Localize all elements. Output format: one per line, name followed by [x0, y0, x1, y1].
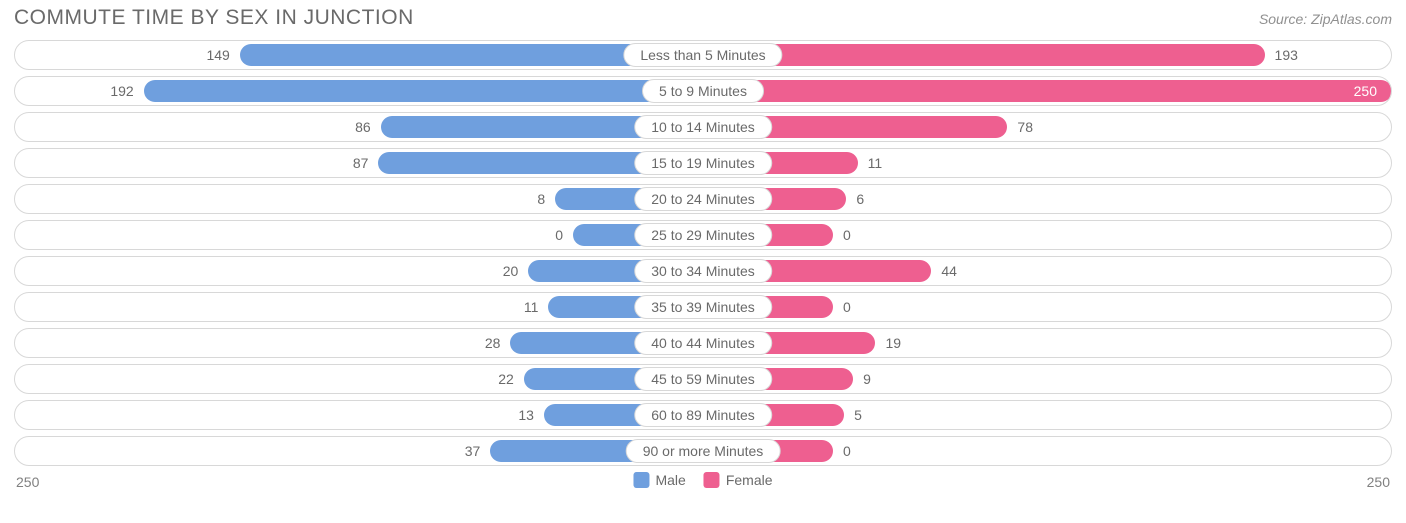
category-label: 45 to 59 Minutes: [634, 367, 772, 391]
chart-rows: 149193Less than 5 Minutes1922505 to 9 Mi…: [14, 40, 1392, 466]
category-label: 35 to 39 Minutes: [634, 295, 772, 319]
legend: Male Female: [633, 472, 772, 488]
chart-row: 37 0 90 or more Minutes: [14, 436, 1392, 466]
male-value: 86: [347, 113, 379, 141]
male-bar: [144, 80, 703, 102]
female-half: 193: [703, 41, 1391, 69]
male-half: 87: [15, 149, 703, 177]
axis-max-right: 250: [1367, 474, 1390, 490]
female-value: 250: [1346, 77, 1385, 105]
female-half: 0: [703, 437, 1391, 465]
male-half: 86: [15, 113, 703, 141]
chart-row: 11 0 35 to 39 Minutes: [14, 292, 1392, 322]
chart-row: 8 6 20 to 24 Minutes: [14, 184, 1392, 214]
female-half: 5: [703, 401, 1391, 429]
male-value: 11: [516, 293, 547, 321]
category-label: 15 to 19 Minutes: [634, 151, 772, 175]
legend-swatch: [704, 472, 720, 488]
chart-row: 86 78 10 to 14 Minutes: [14, 112, 1392, 142]
male-half: 8: [15, 185, 703, 213]
chart-row: 20 44 30 to 34 Minutes: [14, 256, 1392, 286]
legend-item: Male: [633, 472, 685, 488]
male-value: 8: [529, 185, 553, 213]
female-value: 0: [835, 293, 859, 321]
female-value: 5: [846, 401, 870, 429]
chart-row: 149 193 Less than 5 Minutes: [14, 40, 1392, 70]
female-value: 44: [933, 257, 965, 285]
chart-footer: 250 Male Female 250: [14, 472, 1392, 496]
female-half: 9: [703, 365, 1391, 393]
legend-label: Female: [726, 472, 773, 488]
legend-swatch: [633, 472, 649, 488]
category-label: 20 to 24 Minutes: [634, 187, 772, 211]
category-label: 30 to 34 Minutes: [634, 259, 772, 283]
female-value: 6: [848, 185, 872, 213]
chart-row: 87 11 15 to 19 Minutes: [14, 148, 1392, 178]
chart-row: 13 5 60 to 89 Minutes: [14, 400, 1392, 430]
female-value: 78: [1009, 113, 1041, 141]
male-value: 37: [457, 437, 489, 465]
chart-row: 22 9 45 to 59 Minutes: [14, 364, 1392, 394]
male-value: 28: [477, 329, 509, 357]
female-half: 0: [703, 221, 1391, 249]
male-half: 37: [15, 437, 703, 465]
category-label: 60 to 89 Minutes: [634, 403, 772, 427]
male-half: 13: [15, 401, 703, 429]
female-half: 0: [703, 293, 1391, 321]
category-label: 5 to 9 Minutes: [642, 79, 764, 103]
category-label: 40 to 44 Minutes: [634, 331, 772, 355]
male-half: 0: [15, 221, 703, 249]
female-value: 19: [877, 329, 909, 357]
male-half: 20: [15, 257, 703, 285]
chart-row: 192 250 5 to 9 Minutes: [14, 76, 1392, 106]
legend-label: Male: [655, 472, 685, 488]
male-value: 0: [547, 221, 571, 249]
male-value: 87: [345, 149, 377, 177]
female-value: 9: [855, 365, 879, 393]
female-half: 6: [703, 185, 1391, 213]
female-half: 11: [703, 149, 1391, 177]
female-half: 78: [703, 113, 1391, 141]
male-half: 11: [15, 293, 703, 321]
category-label: Less than 5 Minutes: [623, 43, 782, 67]
female-value: 11: [860, 149, 891, 177]
male-value: 20: [495, 257, 527, 285]
male-half: 192: [15, 77, 703, 105]
chart-title: COMMUTE TIME BY SEX IN JUNCTION: [14, 6, 414, 30]
female-value: 193: [1267, 41, 1306, 69]
male-value: 149: [198, 41, 237, 69]
chart-header: COMMUTE TIME BY SEX IN JUNCTION Source: …: [14, 6, 1392, 30]
category-label: 25 to 29 Minutes: [634, 223, 772, 247]
female-value: 0: [835, 221, 859, 249]
commute-time-chart: COMMUTE TIME BY SEX IN JUNCTION Source: …: [0, 0, 1406, 504]
female-half: 44: [703, 257, 1391, 285]
male-value: 22: [490, 365, 522, 393]
male-half: 149: [15, 41, 703, 69]
female-half: 19: [703, 329, 1391, 357]
female-bar: [703, 80, 1392, 102]
female-value: 0: [835, 437, 859, 465]
female-bar: [703, 44, 1265, 66]
female-half: 250: [703, 77, 1391, 105]
chart-source: Source: ZipAtlas.com: [1259, 11, 1392, 27]
male-value: 13: [510, 401, 542, 429]
category-label: 90 or more Minutes: [626, 439, 781, 463]
legend-item: Female: [704, 472, 773, 488]
male-value: 192: [102, 77, 141, 105]
category-label: 10 to 14 Minutes: [634, 115, 772, 139]
chart-row: 0 0 25 to 29 Minutes: [14, 220, 1392, 250]
male-half: 22: [15, 365, 703, 393]
axis-max-left: 250: [16, 474, 39, 490]
male-half: 28: [15, 329, 703, 357]
chart-row: 28 19 40 to 44 Minutes: [14, 328, 1392, 358]
